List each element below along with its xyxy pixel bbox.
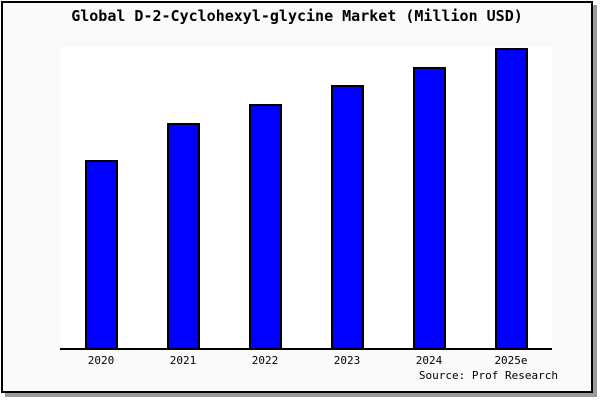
x-tick-2021: 2021 [169,354,197,367]
x-tick-2022: 2022 [251,354,279,367]
bar-2021 [166,123,200,348]
x-tick-2025e: 2025e [494,354,528,367]
x-tick-2023: 2023 [333,354,361,367]
bar-2023 [330,85,364,348]
source-note: Source: Prof Research [418,369,558,382]
x-axis: 2020 2021 2022 2023 2024 2025e [60,354,552,370]
chart-frame: Global D-2-Cyclohexyl-glycine Market (Mi… [1,1,593,393]
chart-title: Global D-2-Cyclohexyl-glycine Market (Mi… [71,7,523,25]
bar-2022 [248,104,282,348]
x-tick-2020: 2020 [87,354,115,367]
bar-2020 [84,160,118,348]
plot-area [60,47,552,350]
bar-2024 [412,67,446,348]
bar-2025e [494,48,528,348]
x-tick-2024: 2024 [415,354,443,367]
